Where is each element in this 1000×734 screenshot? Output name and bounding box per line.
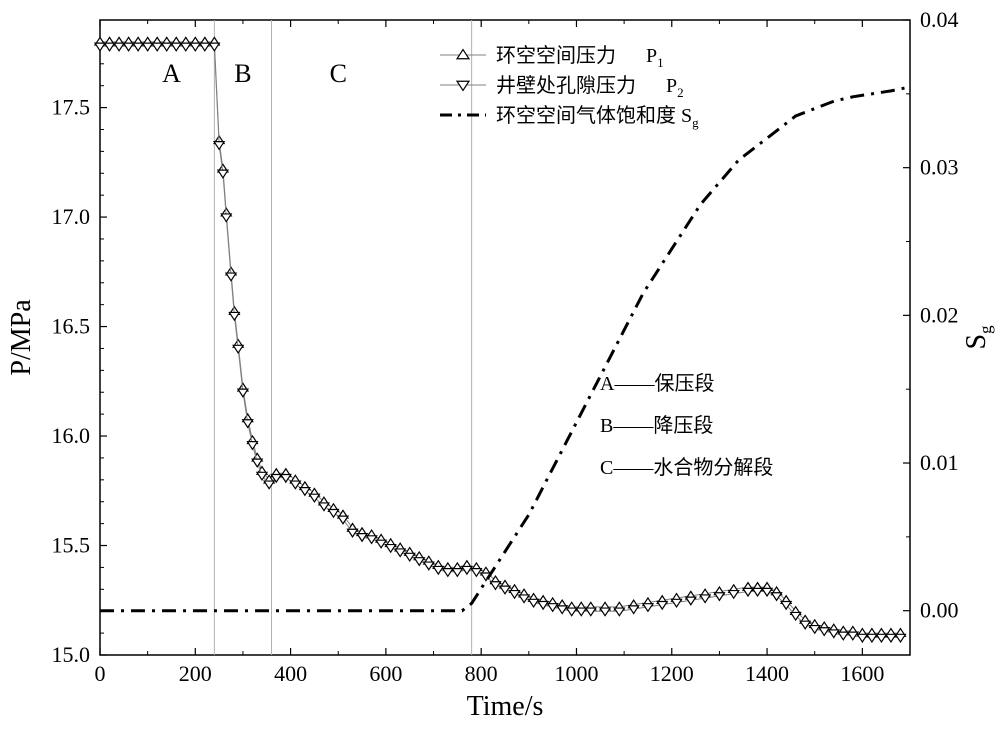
yl-tick-label: 16.0 bbox=[52, 423, 91, 448]
yr-tick-label: 0.01 bbox=[920, 450, 959, 475]
yl-tick-label: 16.5 bbox=[52, 314, 91, 339]
yl-tick-label: 17.5 bbox=[52, 95, 91, 120]
x-tick-label: 0 bbox=[95, 661, 106, 686]
legend-label: 环空空间压力P1 bbox=[496, 44, 664, 70]
series-markers-P2 bbox=[95, 43, 905, 642]
x-tick-label: 1400 bbox=[745, 661, 789, 686]
series-line-P2 bbox=[100, 46, 900, 637]
phase-label: A——保压段 bbox=[600, 372, 714, 395]
x-tick-label: 400 bbox=[274, 661, 307, 686]
series-line-P1 bbox=[100, 42, 900, 633]
x-tick-label: 1200 bbox=[650, 661, 694, 686]
x-tick-label: 1000 bbox=[554, 661, 598, 686]
yl-tick-label: 15.0 bbox=[52, 642, 91, 667]
legend-label: 环空空间气体饱和度 Sg bbox=[496, 104, 699, 130]
yl-tick-label: 17.0 bbox=[52, 204, 91, 229]
x-tick-label: 600 bbox=[369, 661, 402, 686]
region-label: A bbox=[162, 59, 181, 88]
x-tick-label: 800 bbox=[465, 661, 498, 686]
x-tick-label: 200 bbox=[179, 661, 212, 686]
region-label: C bbox=[330, 59, 347, 88]
legend-label: 井壁处孔隙压力P2 bbox=[496, 74, 684, 100]
yr-tick-label: 0.04 bbox=[920, 7, 959, 32]
x-axis-label: Time/s bbox=[467, 691, 544, 722]
region-label: B bbox=[234, 59, 251, 88]
yr-tick-label: 0.00 bbox=[920, 598, 959, 623]
phase-label: B——降压段 bbox=[600, 414, 713, 437]
chart-svg: 0 200 400 600 800 1000 1200 1400 1600 Time/s 15.0 1… bbox=[0, 0, 1000, 734]
yr-axis-label: Sg bbox=[961, 325, 995, 350]
yl-axis-label: P/MPa bbox=[6, 299, 37, 376]
x-tick-label: 1600 bbox=[840, 661, 884, 686]
yr-tick-label: 0.02 bbox=[920, 302, 959, 327]
yr-tick-label: 0.03 bbox=[920, 155, 959, 180]
chart-container: 0 200 400 600 800 1000 1200 1400 1600 Time/s 15.0 1… bbox=[0, 0, 1000, 734]
series-Sg bbox=[100, 88, 905, 611]
yl-tick-label: 15.5 bbox=[52, 533, 91, 558]
series-markers-P1 bbox=[95, 37, 905, 636]
phase-label: C——水合物分解段 bbox=[600, 456, 773, 479]
